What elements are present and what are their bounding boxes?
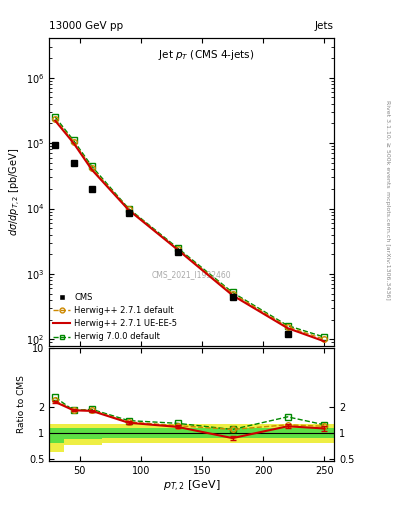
Y-axis label: $d\sigma/dp_{T,2}$ [pb/GeV]: $d\sigma/dp_{T,2}$ [pb/GeV]	[8, 148, 23, 236]
Text: Rivet 3.1.10, ≥ 500k events: Rivet 3.1.10, ≥ 500k events	[385, 99, 390, 187]
Y-axis label: Ratio to CMS: Ratio to CMS	[17, 375, 26, 434]
Text: Jet $p_T$ (CMS 4-jets): Jet $p_T$ (CMS 4-jets)	[158, 48, 254, 61]
Text: Jets: Jets	[315, 20, 334, 31]
X-axis label: $p_{T,2}$ [GeV]: $p_{T,2}$ [GeV]	[163, 478, 220, 494]
Text: mcplots.cern.ch [arXiv:1306.3436]: mcplots.cern.ch [arXiv:1306.3436]	[385, 191, 390, 300]
Legend: CMS, Herwig++ 2.7.1 default, Herwig++ 2.7.1 UE-EE-5, Herwig 7.0.0 default: CMS, Herwig++ 2.7.1 default, Herwig++ 2.…	[53, 293, 177, 342]
Text: CMS_2021_I1932460: CMS_2021_I1932460	[152, 270, 231, 280]
Text: 13000 GeV pp: 13000 GeV pp	[49, 20, 123, 31]
